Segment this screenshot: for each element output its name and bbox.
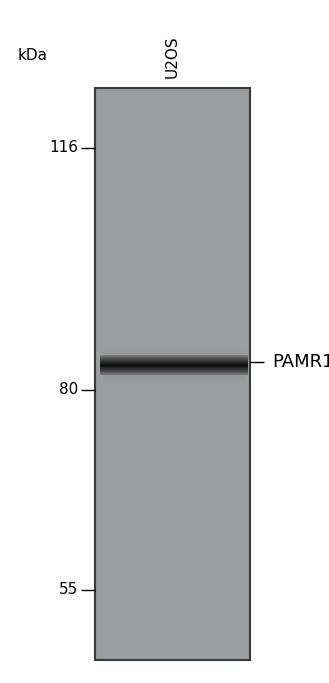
Bar bbox=[103, 384, 245, 385]
Bar bbox=[103, 378, 245, 380]
Bar bbox=[103, 350, 245, 352]
Bar bbox=[103, 356, 245, 357]
Bar bbox=[103, 369, 245, 370]
Bar bbox=[103, 345, 245, 346]
Text: 80: 80 bbox=[59, 382, 78, 398]
Bar bbox=[103, 370, 245, 372]
Bar bbox=[103, 354, 245, 356]
Bar bbox=[103, 361, 245, 363]
Text: 55: 55 bbox=[59, 583, 78, 598]
Bar bbox=[103, 357, 245, 359]
Bar bbox=[103, 360, 245, 361]
Bar bbox=[103, 377, 245, 378]
Bar bbox=[103, 367, 245, 369]
Text: U2OS: U2OS bbox=[164, 36, 180, 78]
Bar bbox=[103, 381, 245, 382]
Bar bbox=[103, 348, 245, 349]
Bar bbox=[103, 349, 245, 350]
Bar bbox=[103, 380, 245, 381]
Bar bbox=[103, 366, 245, 367]
Bar bbox=[103, 346, 245, 348]
Bar bbox=[103, 359, 245, 360]
Bar bbox=[103, 373, 245, 374]
Bar bbox=[103, 376, 245, 377]
Bar bbox=[103, 353, 245, 354]
Text: PAMR1: PAMR1 bbox=[272, 353, 329, 371]
Bar bbox=[103, 363, 245, 365]
Text: kDa: kDa bbox=[18, 48, 48, 63]
Bar bbox=[103, 365, 245, 366]
Bar bbox=[95, 88, 250, 660]
Bar bbox=[103, 382, 245, 384]
Bar bbox=[103, 352, 245, 353]
Text: 116: 116 bbox=[49, 141, 78, 156]
Bar bbox=[103, 372, 245, 373]
Bar bbox=[103, 374, 245, 376]
